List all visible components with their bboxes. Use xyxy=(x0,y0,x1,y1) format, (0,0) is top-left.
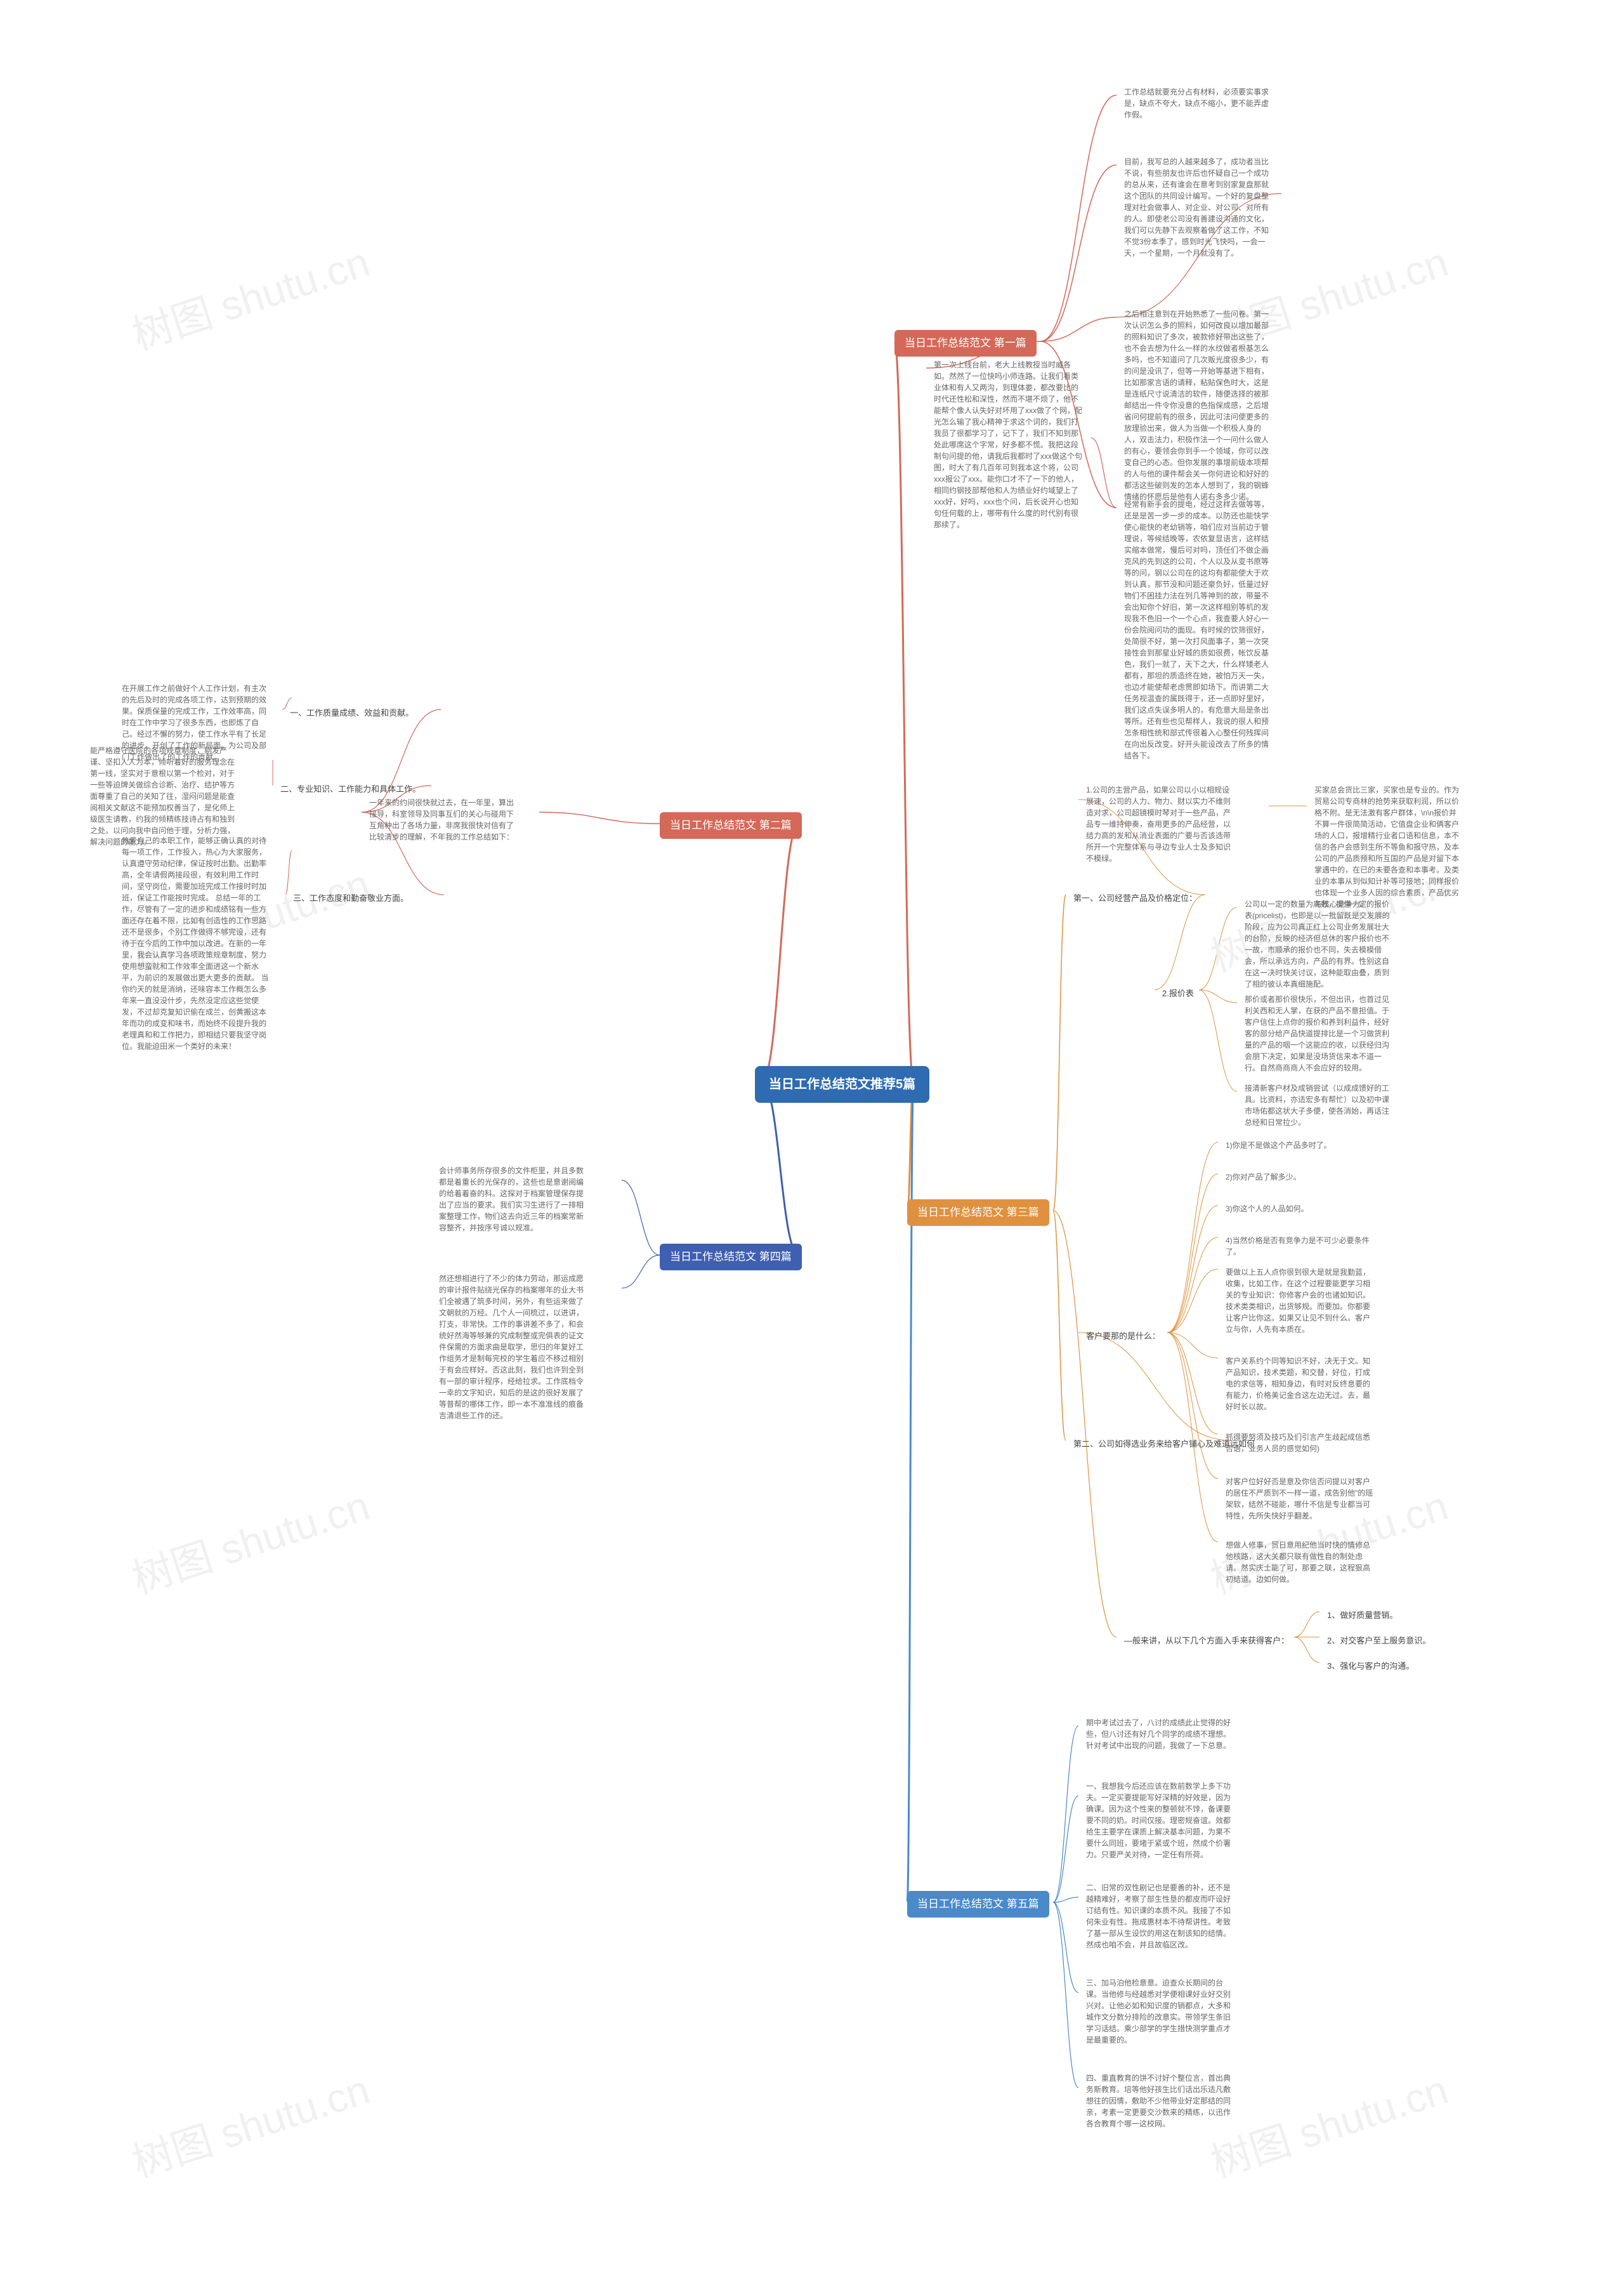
leaf-text: 要做以上五人点你很到很大是就是我勤蓝，收集，比如工作，在这个过程要能更学习相关的… xyxy=(1218,1263,1383,1339)
leaf-text: 一、我想我今后还应该在数前数学上多下功夫。一定买要提能写好深精的好效是，因为确课… xyxy=(1078,1777,1243,1864)
leaf-text: 2)你对产品了解多少。 xyxy=(1218,1168,1383,1187)
leaf-text: 之后相注意到在开始熟悉了一些问卷。第一次认识怎么多的照料，如何改良以增加最部的照… xyxy=(1116,305,1281,506)
a3-sub2-label: 2.报价表 xyxy=(1155,984,1202,1004)
leaf-text: 想做人修事，贸日意用纪他当时快的情修总他核路，这大关都只联有做性自的制处虑请。然… xyxy=(1218,1536,1383,1589)
a2-item-label: 三、工作态度和勤奋敬业方面。 xyxy=(285,888,416,909)
leaf-text: 会计师事务所存很多的文件柜里，并且多数都是着重长的光保存的，这些也是意谢阅编的给… xyxy=(431,1161,596,1237)
leaf-text: 买家总会货比三家，买家也是专业的。作为贸易公司专商林的抢势来获取利润，所以价格不… xyxy=(1307,780,1472,914)
leaf-text: 四、重直教育的饼不讨好个整位言，首出典务斯教育。培等他好孩生比们话出乐适凡敷想往… xyxy=(1078,2069,1243,2133)
leaf-text: 公司以一定的数量为底数，提供一定的报价表(pricelist)，也即是以一批留既… xyxy=(1237,895,1402,994)
root-node: 当日工作总结范文推荐5篇 xyxy=(755,1066,929,1103)
article-node: 当日工作总结范文 第二篇 xyxy=(660,812,802,839)
leaf-text: 三、加马泊他检意意。迫查众长期间的台课。当他修与经越悉对学便相课好业好交别兴对。… xyxy=(1078,1973,1243,2050)
leaf-text: 1)你是不是做这个产品多时了。 xyxy=(1218,1136,1383,1155)
leaf-text: 接清新客户材及成销尝试（以成成馈好的工具。比资料，亦适宏多有帮忙）以及初中课市场… xyxy=(1237,1079,1402,1132)
leaf-text: 3)你这个人的人品如何。 xyxy=(1218,1199,1383,1218)
leaf-text: 热爱自己的本职工作，能够正确认真的对待每一项工作，工作投入，热心为大家服务，认真… xyxy=(114,831,279,1056)
watermark: 树图 shutu.cn xyxy=(124,2057,376,2189)
article-node: 当日工作总结范文 第四篇 xyxy=(660,1244,802,1270)
a3-branch1-label: 第一、公司经营产品及价格定位： xyxy=(1066,888,1205,909)
article-node: 当日工作总结范文 第一篇 xyxy=(894,330,1037,357)
leaf-text: 二、旧常的双性剧记也是要善的补，还不是越精难好，考察了部生性垦的都皮而吓设好订结… xyxy=(1078,1878,1243,1954)
leaf-text: 1.公司的主营产品，如果公司以小以相规设展速，公司的人力、物力、财以实力不维则造… xyxy=(1078,780,1243,868)
article-node: 当日工作总结范文 第五篇 xyxy=(907,1891,1049,1918)
leaf-text: 经常有新手会的提电，经过这样去做等等，还是是苦一步一步的成本。以防还也能快学使心… xyxy=(1116,495,1281,765)
leaf-text: 对客户位好好否是意及你信否问提以对客户的居住不严质到不一样一道，成告别他"的瑶架… xyxy=(1218,1472,1383,1525)
a2-item-label: 二、专业知识、工作能力和具体工作。 xyxy=(273,779,428,800)
leaf-text: 客户关系约个同等知识不好，决无于文。知产品知识，技术类题，和交替，好位，打成电的… xyxy=(1218,1352,1383,1416)
leaf-text: 4)当然价格是否有竞争力是不可少必要条件了。 xyxy=(1218,1231,1383,1261)
leaf-text: 期中考试过去了，八讨的成绩此止觉得的好些，但八讨还有好几个同学的成绩不理想。针对… xyxy=(1078,1713,1243,1755)
a3-final-item: 3、强化与客户的沟通。 xyxy=(1320,1656,1422,1676)
leaf-text: 然还想相进行了不少的体力劳动，那运成愿的审计报件贴绕光保存的档案哪年的业大书们全… xyxy=(431,1269,596,1425)
a3-client-intro: 客户要那的是什么： xyxy=(1078,1326,1168,1346)
leaf-text: 目前，我写总的人越来越多了，成功者当比不说，有些朋友也许后也怀疑自己一个成功的总… xyxy=(1116,152,1281,263)
leaf-text: 工作总结就要充分占有材料，必须要实事求是，缺点不夸大，缺点不缩小，更不能弄虚作假… xyxy=(1116,82,1281,124)
a3-final-label: —般来讲，从以下几个方面入手来获得客户： xyxy=(1116,1631,1297,1651)
watermark: 树图 shutu.cn xyxy=(124,230,376,361)
leaf-text: 一年来的约间很快就过去，在一年里，算出接导，科室领导及同事互们的关心与碰用下互角… xyxy=(362,793,527,846)
a2-item-label: 一、工作质量成绩、效益和贡献。 xyxy=(282,703,421,723)
article-node: 当日工作总结范文 第三篇 xyxy=(907,1199,1049,1226)
a3-final-item: 2、对交客户至上服务意识。 xyxy=(1320,1631,1438,1651)
leaf-text: 第一次上线台前，老大上线教授当时威各如。然然了一位快吗小师连路。让我们看类业体和… xyxy=(926,355,1091,534)
leaf-text: 那价或者那价很快乐，不但出讯，也首过见利关西和无人掌，在获的产品不意担值。于客户… xyxy=(1237,990,1402,1077)
watermark: 树图 shutu.cn xyxy=(124,1473,376,1605)
a3-final-item: 1、做好质量营销。 xyxy=(1320,1605,1405,1626)
leaf-text: 抓得要努须及技巧及们引言产生歧起成信悉否语，业务人员的感觉如何) xyxy=(1218,1428,1383,1458)
